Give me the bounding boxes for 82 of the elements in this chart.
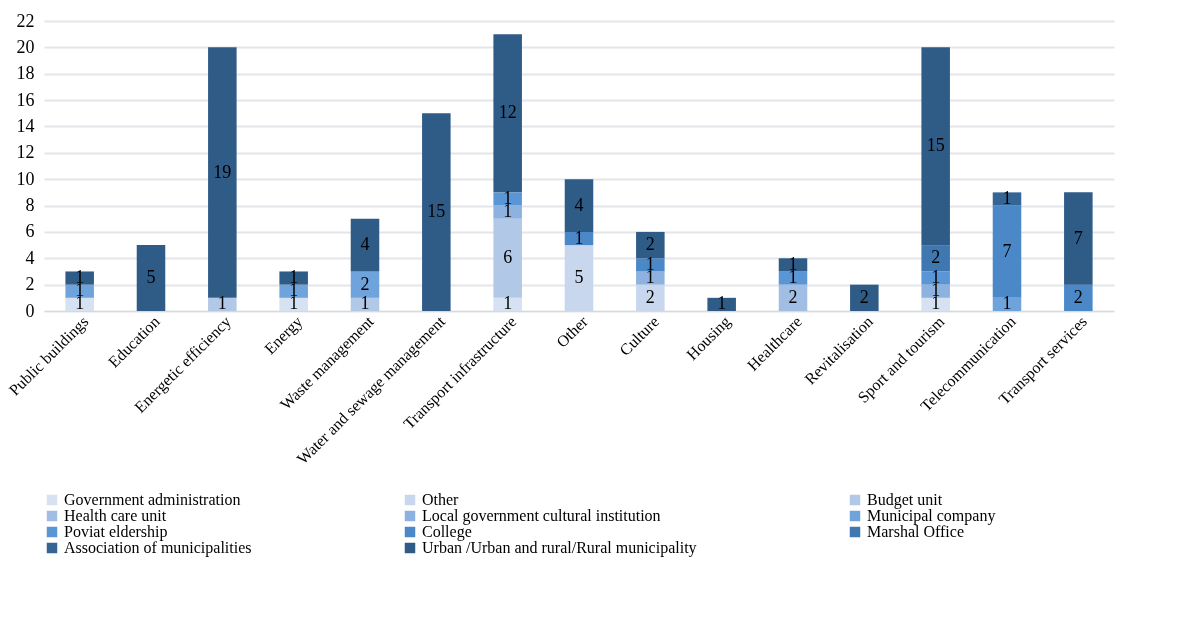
data-label: 15 [926,135,945,156]
data-label: 2 [360,273,370,294]
y-tick-label: 20 [16,36,35,57]
data-label: 2 [645,234,655,255]
bar [350,218,380,272]
bar [636,284,665,311]
bar [493,297,522,311]
bar [921,245,950,272]
data-label: 19 [213,161,232,182]
bar [636,231,665,259]
data-label: 1 [574,227,584,248]
data-label: 1 [503,293,513,314]
y-tick-label: 2 [25,274,35,295]
bar [279,297,308,311]
y-tick-label: 10 [16,168,35,189]
bar [279,271,308,285]
bar [564,245,594,311]
y-tick-label: 16 [16,89,35,110]
bar [992,192,1022,206]
data-label: 1 [1002,187,1012,208]
y-tick-label: 4 [25,247,35,268]
bar [636,271,665,285]
bar [493,218,522,298]
bar [707,297,736,311]
data-label: 7 [1002,240,1012,261]
data-label: 2 [788,286,798,307]
bar [65,297,94,311]
data-label: 1 [360,293,370,314]
legend-label: Local government cultural institution [422,507,661,525]
data-label: 2 [645,286,655,307]
bar [921,47,950,246]
bar [493,192,522,206]
legend-label: Other [422,491,460,508]
bar [1064,284,1093,311]
data-label: 2 [1073,286,1083,307]
legend-label: Poviat eldership [64,523,168,541]
bar [493,205,522,219]
legend-label: Government administration [64,491,241,508]
bar [279,284,308,298]
data-label: 2 [859,286,869,307]
y-tick-label: 12 [16,142,35,163]
bar [921,297,950,311]
bar [850,284,879,311]
bar [208,297,237,311]
data-label: 15 [427,201,446,222]
y-tick-label: 6 [25,221,35,242]
bar [1064,192,1093,285]
bar [493,34,522,193]
legend-label: Marshal Office [867,523,964,540]
data-label: 5 [146,267,156,288]
bar [921,284,950,298]
data-label: 2 [931,247,941,268]
data-label: 1 [217,293,227,314]
y-tick-label: 0 [25,300,35,321]
bar [564,179,594,232]
bar [422,113,451,311]
data-label: 4 [360,234,370,255]
legend-label: Budget unit [867,491,943,509]
bar [136,245,166,311]
bar [778,271,808,285]
legend-label: Association of municipalities [64,539,252,557]
data-label: 1 [717,293,727,314]
legend-label: College [422,523,472,541]
y-tick-label: 8 [25,195,35,216]
legend-label: Urban /Urban and rural/Rural municipality [422,539,697,557]
bar [350,271,380,298]
bar [65,284,94,298]
y-tick-label: 22 [16,10,35,31]
data-label: 12 [498,102,517,123]
legend-label: Health care unit [64,507,167,524]
bar [992,205,1022,298]
data-label: 6 [503,247,513,268]
y-tick-label: 14 [16,115,35,136]
bar [65,271,94,285]
bar [208,47,237,298]
y-tick-label: 18 [16,63,35,84]
data-label: 7 [1073,227,1083,248]
legend-label: Municipal company [867,507,996,525]
data-label: 5 [574,267,584,288]
data-label: 1 [1002,293,1012,314]
bar [921,271,950,285]
data-label: 4 [574,194,584,215]
